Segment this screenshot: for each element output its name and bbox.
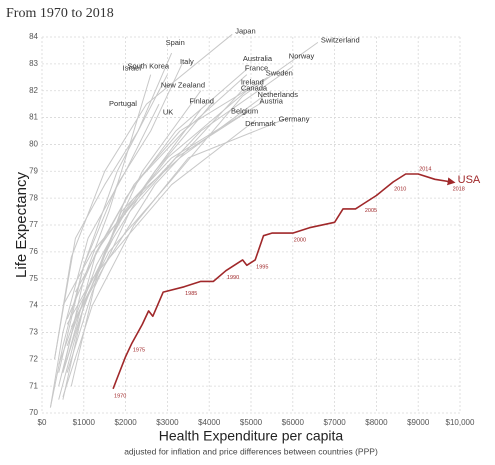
series-line [54,33,233,360]
series-label: Spain [166,38,185,47]
series-line [70,68,248,387]
series-label: Austria [260,96,284,105]
year-label: 2000 [294,238,306,244]
y-tick-label: 73 [29,328,38,337]
x-tick-label: $6000 [282,418,305,427]
series-label: Germany [279,115,310,124]
series-line [70,41,319,328]
series-line [49,103,160,408]
series-label: Switzerland [321,35,360,44]
series-label: Norway [289,52,315,61]
y-tick-label: 79 [29,166,38,175]
y-tick-label: 82 [29,86,38,95]
year-label: 1975 [133,348,145,354]
series-label: South Korea [127,62,170,71]
y-axis-label: Life Expectancy [13,172,30,278]
series-line [62,74,152,373]
y-tick-label: 74 [29,301,38,310]
series-label: Ireland [241,77,264,86]
x-tick-label: $5000 [240,418,263,427]
y-tick-label: 72 [29,354,38,363]
year-label: 1985 [185,291,197,297]
x-tick-label: $1000 [73,418,96,427]
year-label: 2010 [394,186,406,192]
y-tick-label: 75 [29,274,38,283]
y-tick-label: 77 [29,220,38,229]
year-label: 1990 [227,275,239,281]
lines [49,33,456,408]
series-label: USA [458,174,481,186]
x-axis-label: Health Expenditure per capita [159,428,344,444]
series-line [58,109,202,365]
series-line [54,52,173,360]
series-line [62,90,202,373]
series-label: Sweden [266,68,293,77]
y-tick-label: 78 [29,193,38,202]
labels: 70 71 72 73 74 75 76 77 78 79 80 81 82 83 84 $0 $1000 $20… [29,26,481,427]
year-label: 2014 [419,166,431,172]
series-label: New Zealand [161,81,205,90]
y-tick-label: 80 [29,140,38,149]
x-tick-label: $8000 [365,418,388,427]
y-tick-label: 84 [29,32,38,41]
series-label: Finland [189,96,214,105]
series-label: Netherlands [258,90,299,99]
x-tick-label: $10,000 [446,418,475,427]
y-tick-label: 71 [29,381,38,390]
y-tick-label: 81 [29,113,38,122]
series-line [112,173,456,390]
series-line [66,95,264,320]
series-line [62,117,289,398]
series-label: Canada [241,84,268,93]
year-label: 2005 [365,208,377,214]
series-label: Israel [123,64,142,73]
x-axis-sublabel: adjusted for inflation and price differe… [124,446,378,456]
series-label: Denmark [245,119,276,128]
series-label: France [245,64,268,73]
x-tick-label: $4000 [198,418,221,427]
series-label: Japan [235,26,255,35]
series-label: Australia [243,54,273,63]
x-tick-label: $0 [38,418,47,427]
chart-title: From 1970 to 2018 [6,6,114,21]
series-line [66,119,256,325]
series-line [62,101,264,400]
y-tick-label: 70 [29,408,38,417]
series-line [49,74,168,408]
grid [41,36,461,414]
x-tick-label: $9000 [407,418,430,427]
series-label: Belgium [231,106,258,115]
series-line [58,101,214,400]
y-tick-label: 83 [29,59,38,68]
series-label: Italy [180,57,194,66]
x-tick-label: $3000 [156,418,179,427]
x-tick-label: $7000 [323,418,346,427]
x-tick-label: $2000 [114,418,137,427]
year-label: 1995 [256,264,268,270]
series-line [74,76,268,293]
year-label: 2018 [453,186,465,192]
year-label: 1970 [114,393,126,399]
series-label: Portugal [109,99,137,108]
y-tick-label: 76 [29,247,38,256]
series-label: UK [163,107,173,116]
